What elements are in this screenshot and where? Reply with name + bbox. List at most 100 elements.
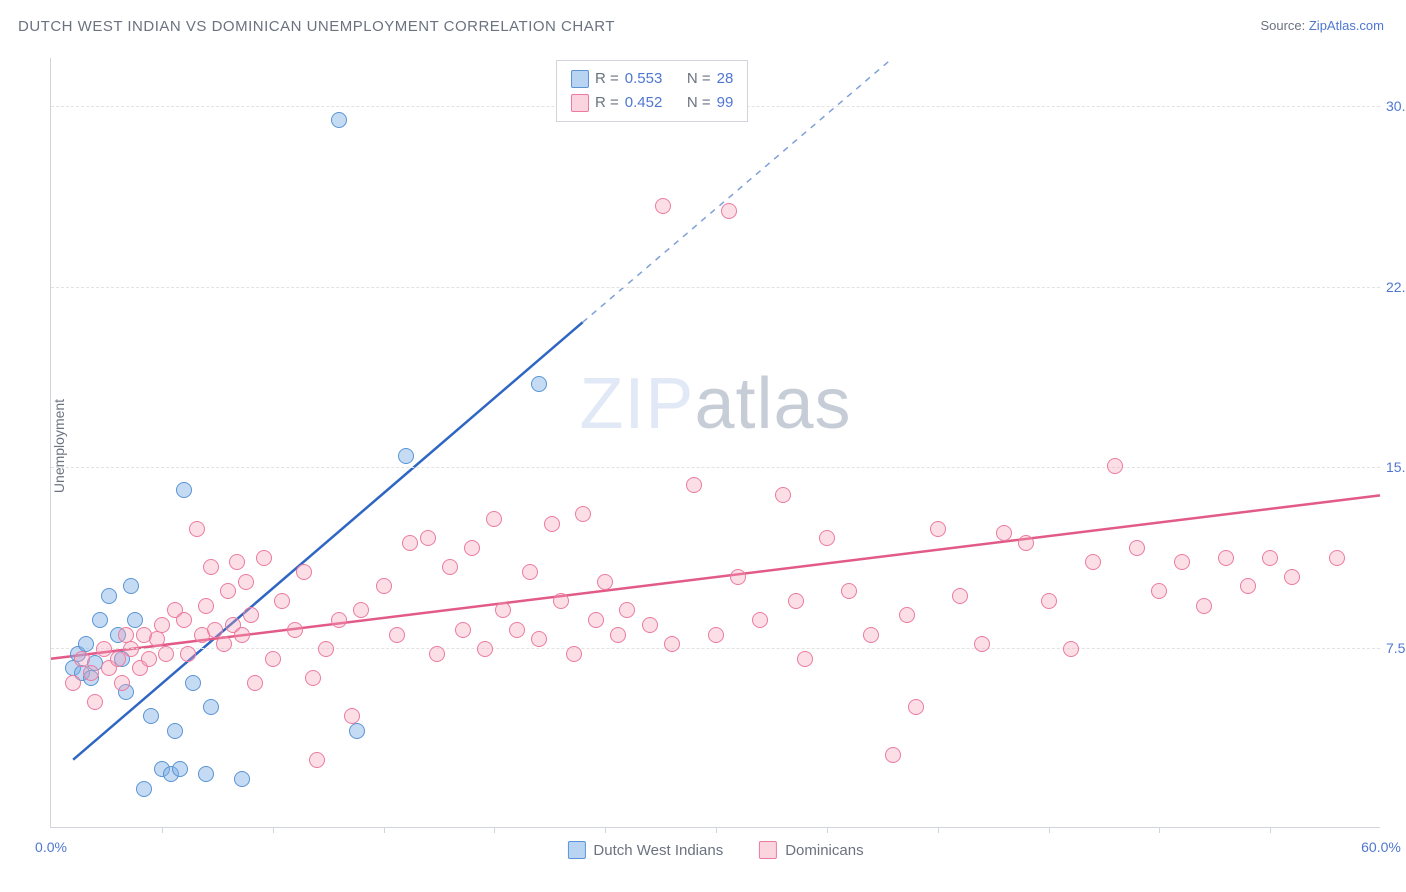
- data-point-dom: [885, 747, 901, 763]
- data-point-dwi: [127, 612, 143, 628]
- data-point-dom: [996, 525, 1012, 541]
- data-point-dwi: [92, 612, 108, 628]
- data-point-dom: [597, 574, 613, 590]
- legend-swatch: [759, 841, 777, 859]
- data-point-dwi: [143, 708, 159, 724]
- data-point-dom: [1174, 554, 1190, 570]
- source-label: Source:: [1260, 18, 1308, 33]
- data-point-dom: [553, 593, 569, 609]
- data-point-dom: [708, 627, 724, 643]
- data-point-dom: [1085, 554, 1101, 570]
- data-point-dom: [216, 636, 232, 652]
- data-point-dom: [464, 540, 480, 556]
- source-attribution: Source: ZipAtlas.com: [1260, 18, 1384, 33]
- gridline: [51, 287, 1380, 288]
- data-point-dwi: [198, 766, 214, 782]
- data-point-dom: [429, 646, 445, 662]
- n-label: N =: [687, 67, 711, 91]
- data-point-dom: [353, 602, 369, 618]
- data-point-dom: [531, 631, 547, 647]
- data-point-dwi: [234, 771, 250, 787]
- data-point-dom: [566, 646, 582, 662]
- x-tick: [273, 827, 274, 833]
- data-point-dom: [619, 602, 635, 618]
- data-point-dom: [752, 612, 768, 628]
- data-point-dom: [974, 636, 990, 652]
- legend-label: Dutch West Indians: [593, 842, 723, 859]
- data-point-dom: [158, 646, 174, 662]
- data-point-dom: [664, 636, 680, 652]
- gridline: [51, 467, 1380, 468]
- data-point-dom: [344, 708, 360, 724]
- data-point-dom: [1151, 583, 1167, 599]
- data-point-dom: [274, 593, 290, 609]
- data-point-dwi: [331, 112, 347, 128]
- data-point-dom: [1063, 641, 1079, 657]
- data-point-dom: [83, 665, 99, 681]
- data-point-dom: [65, 675, 81, 691]
- data-point-dwi: [101, 588, 117, 604]
- legend-swatch: [571, 70, 589, 88]
- x-tick-label: 0.0%: [35, 839, 67, 855]
- x-tick: [827, 827, 828, 833]
- data-point-dom: [908, 699, 924, 715]
- data-point-dom: [655, 198, 671, 214]
- data-point-dom: [123, 641, 139, 657]
- data-point-dom: [247, 675, 263, 691]
- legend-item-dom: Dominicans: [759, 841, 863, 859]
- data-point-dom: [1107, 458, 1123, 474]
- r-value: 0.452: [625, 91, 663, 115]
- x-tick: [938, 827, 939, 833]
- correlation-legend: R = 0.553 N = 28 R = 0.452 N = 99: [556, 60, 748, 122]
- scatter-plot-area: ZIPatlas 7.5%15.0%22.5%30.0%0.0%60.0% R …: [50, 58, 1380, 828]
- data-point-dom: [154, 617, 170, 633]
- data-point-dom: [819, 530, 835, 546]
- data-point-dom: [1041, 593, 1057, 609]
- x-tick: [162, 827, 163, 833]
- gridline: [51, 648, 1380, 649]
- y-tick-label: 15.0%: [1386, 459, 1406, 475]
- data-point-dom: [287, 622, 303, 638]
- legend-label: Dominicans: [785, 842, 863, 859]
- source-link[interactable]: ZipAtlas.com: [1309, 18, 1384, 33]
- data-point-dom: [420, 530, 436, 546]
- r-label: R =: [595, 91, 619, 115]
- data-point-dom: [775, 487, 791, 503]
- data-point-dom: [522, 564, 538, 580]
- data-point-dom: [841, 583, 857, 599]
- data-point-dom: [198, 598, 214, 614]
- data-point-dom: [1284, 569, 1300, 585]
- data-point-dom: [1196, 598, 1212, 614]
- data-point-dwi: [349, 723, 365, 739]
- data-point-dom: [176, 612, 192, 628]
- n-value: 99: [717, 91, 734, 115]
- data-point-dom: [477, 641, 493, 657]
- data-point-dom: [442, 559, 458, 575]
- data-point-dom: [455, 622, 471, 638]
- data-point-dwi: [531, 376, 547, 392]
- data-point-dom: [207, 622, 223, 638]
- data-point-dwi: [398, 448, 414, 464]
- data-point-dom: [149, 631, 165, 647]
- data-point-dom: [863, 627, 879, 643]
- data-point-dom: [309, 752, 325, 768]
- data-point-dom: [189, 521, 205, 537]
- data-point-dom: [1018, 535, 1034, 551]
- x-tick: [494, 827, 495, 833]
- y-tick-label: 30.0%: [1386, 98, 1406, 114]
- data-point-dom: [114, 675, 130, 691]
- data-point-dwi: [185, 675, 201, 691]
- data-point-dom: [495, 602, 511, 618]
- trend-lines: [51, 58, 1380, 827]
- data-point-dwi: [136, 781, 152, 797]
- data-point-dom: [952, 588, 968, 604]
- n-label: N =: [687, 91, 711, 115]
- legend-item-dwi: Dutch West Indians: [567, 841, 723, 859]
- data-point-dom: [296, 564, 312, 580]
- data-point-dom: [486, 511, 502, 527]
- x-tick: [384, 827, 385, 833]
- data-point-dom: [642, 617, 658, 633]
- r-label: R =: [595, 67, 619, 91]
- data-point-dom: [686, 477, 702, 493]
- data-point-dom: [229, 554, 245, 570]
